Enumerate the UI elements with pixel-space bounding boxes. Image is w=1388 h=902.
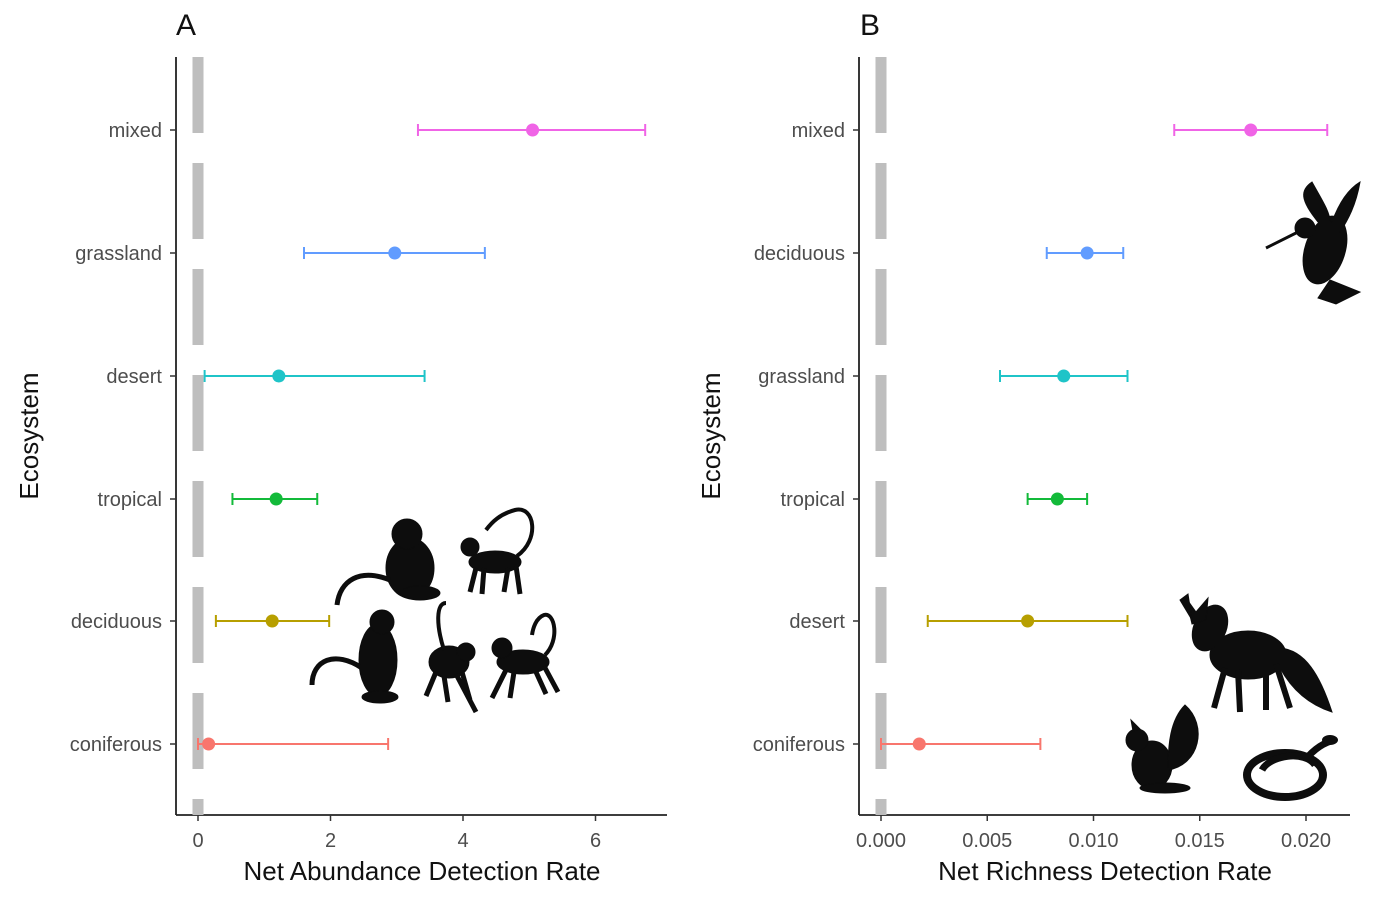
point-estimate-b [1050,492,1064,506]
x-tick-label-b: 0.020 [1281,830,1331,852]
y-tick-label-b: deciduous [754,243,845,265]
point-estimate-b [1080,246,1094,260]
point-estimate-b [1244,123,1258,137]
fox-icon [1179,593,1333,713]
x-tick-label-b: 0.015 [1175,830,1225,852]
x-tick-label-a: 6 [590,830,601,852]
point-estimate-a [269,492,283,506]
primate-silhouettes [309,507,561,714]
x-tick-label-b: 0.010 [1068,830,1118,852]
hummingbird-icon [1265,181,1362,305]
panel-b: B Net Richness Detection Rate Ecosystem … [696,9,1362,886]
y-tick-label-b: tropical [781,489,845,511]
primate-icon [423,601,479,714]
y-tick-label-a: grassland [75,243,162,265]
x-tick-label-a: 2 [325,830,336,852]
primate-icon [309,609,399,704]
y-tick-label-b: mixed [792,120,845,142]
x-tick-label-b: 0.000 [856,830,906,852]
point-estimate-a [265,614,279,628]
point-estimate-a [526,123,540,137]
y-tick-label-a: coniferous [70,734,162,756]
y-tick-label-a: deciduous [71,611,162,633]
panel-a-marks: 0 2 4 6 mixed grassland desert tropical deciduou… [70,57,647,852]
y-tick-label-b: desert [789,611,845,633]
panel-label-b: B [860,9,880,42]
x-axis-title-a: Net Abundance Detection Rate [243,856,600,886]
squirrel-icon [1125,704,1199,794]
y-tick-label-b: grassland [758,366,845,388]
y-axis-title-a: Ecosystem [14,372,44,499]
point-estimate-a [388,246,402,260]
point-estimate-a [202,737,216,751]
y-axis-title-b: Ecosystem [696,372,726,499]
point-estimate-b [1057,369,1071,383]
panel-b-marks: 0.000 0.005 0.010 0.015 0.020 mixed deciduous g… [753,57,1331,852]
x-tick-label-b: 0.005 [962,830,1012,852]
y-tick-label-a: desert [106,366,162,388]
x-tick-label-a: 0 [192,830,203,852]
panel-a: A Net Abundance Detection Rate Ecosystem… [14,9,667,886]
point-estimate-b [1021,614,1035,628]
x-axis-title-b: Net Richness Detection Rate [938,856,1272,886]
primate-icon [489,612,561,700]
point-estimate-b [912,737,926,751]
primate-icon [334,518,441,606]
point-estimate-a [272,369,286,383]
snake-icon [1243,735,1338,801]
y-tick-label-b: coniferous [753,734,845,756]
y-tick-label-a: tropical [98,489,162,511]
x-tick-label-a: 4 [457,830,468,852]
panel-label-a: A [176,9,196,42]
y-tick-label-a: mixed [109,120,162,142]
primate-icon [460,507,535,595]
